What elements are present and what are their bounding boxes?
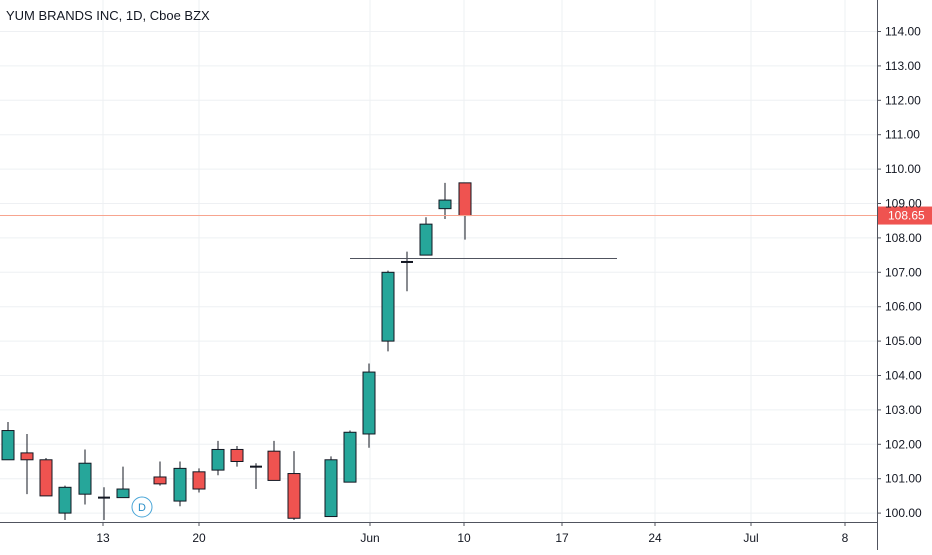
y-tick-label: 112.00 bbox=[885, 93, 921, 107]
y-tick-label: 102.00 bbox=[885, 437, 922, 451]
y-tick-label: 114.00 bbox=[885, 25, 921, 39]
candle bbox=[116, 466, 130, 499]
candle-body bbox=[343, 431, 357, 483]
candle bbox=[362, 363, 376, 448]
candle bbox=[98, 487, 110, 520]
candle-body bbox=[39, 459, 53, 497]
x-tick-label: Jul bbox=[743, 531, 758, 545]
y-tick-label: 108.00 bbox=[885, 231, 922, 245]
dividend-marker-circle bbox=[131, 496, 153, 518]
dividend-marker-label: D bbox=[138, 502, 146, 514]
candle-body bbox=[438, 199, 452, 210]
candle bbox=[20, 433, 34, 495]
y-tick-label: 106.00 bbox=[885, 300, 922, 314]
last-price-badge bbox=[878, 206, 932, 225]
x-tick-label: 8 bbox=[842, 531, 849, 545]
y-tick-label: 107.00 bbox=[885, 265, 922, 279]
y-tick-label: 101.00 bbox=[885, 472, 922, 486]
candle-body bbox=[78, 462, 92, 495]
candle-body bbox=[267, 450, 281, 481]
y-tick-label: 100.00 bbox=[885, 506, 922, 520]
candle bbox=[230, 446, 244, 467]
dividend-marker[interactable]: D bbox=[131, 496, 153, 518]
candle bbox=[250, 463, 262, 490]
candle-body bbox=[362, 371, 376, 435]
candles bbox=[1, 182, 472, 520]
overlays: 108.65 D bbox=[0, 206, 932, 518]
candle bbox=[401, 251, 413, 292]
candle-body bbox=[58, 486, 72, 514]
x-tick-label: 13 bbox=[96, 531, 110, 545]
candle-body bbox=[419, 223, 433, 256]
candle-body bbox=[20, 452, 34, 461]
candle-body bbox=[287, 473, 301, 519]
candle bbox=[267, 440, 281, 481]
x-tick-label: 17 bbox=[555, 531, 569, 545]
candle-body bbox=[192, 471, 206, 490]
chart-title: YUM BRANDS INC, 1D, Cboe BZX bbox=[6, 8, 210, 23]
x-tick-label: 10 bbox=[457, 531, 471, 545]
candle bbox=[39, 458, 53, 497]
y-tick-label: 103.00 bbox=[885, 403, 922, 417]
candle-body bbox=[458, 182, 472, 217]
candle bbox=[324, 456, 338, 518]
candle-body bbox=[230, 448, 244, 462]
candle bbox=[58, 485, 72, 520]
y-tick-label: 105.00 bbox=[885, 334, 922, 348]
candle-body bbox=[381, 271, 395, 342]
candle bbox=[343, 430, 357, 483]
candle-body bbox=[1, 430, 15, 461]
candle-body bbox=[173, 467, 187, 502]
candle bbox=[211, 440, 225, 476]
candle-body bbox=[116, 488, 130, 499]
candle bbox=[192, 468, 206, 493]
candle-body bbox=[324, 459, 338, 518]
candle bbox=[381, 270, 395, 352]
candle bbox=[78, 449, 92, 505]
x-tick-label: 24 bbox=[648, 531, 662, 545]
candle-body bbox=[153, 476, 167, 485]
candle bbox=[458, 182, 472, 240]
y-tick-label: 104.00 bbox=[885, 369, 922, 383]
candle-body bbox=[211, 448, 225, 471]
candle bbox=[287, 451, 301, 520]
y-tick-label: 110.00 bbox=[885, 162, 921, 176]
y-tick-label: 113.00 bbox=[885, 59, 921, 73]
y-tick-label: 111.00 bbox=[885, 128, 920, 142]
candle bbox=[173, 461, 187, 507]
last-price-label: 108.65 bbox=[888, 209, 925, 223]
candle bbox=[419, 217, 433, 256]
x-tick-label: Jun bbox=[360, 531, 379, 545]
y-tick-label: 109.00 bbox=[885, 197, 922, 211]
candle bbox=[438, 182, 452, 219]
x-tick-label: 20 bbox=[192, 531, 206, 545]
grid-lines bbox=[0, 0, 877, 522]
candle bbox=[153, 461, 167, 486]
candle bbox=[1, 421, 15, 461]
